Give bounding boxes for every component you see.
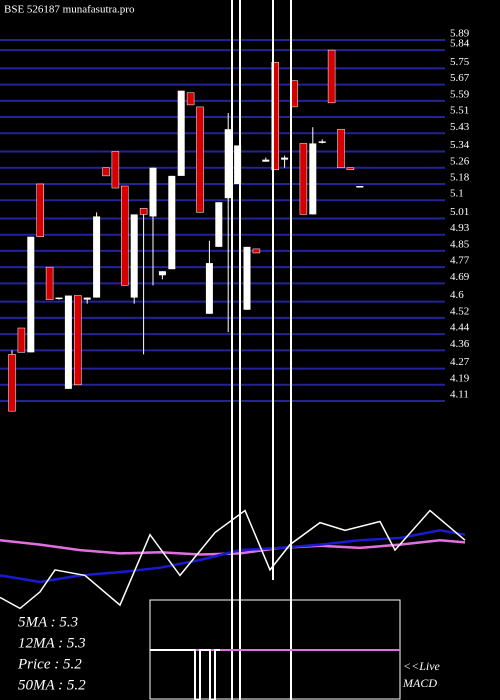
candle-body <box>337 128 345 169</box>
y-tick-label: 5.18 <box>450 172 470 184</box>
indicator-line <box>0 509 466 610</box>
candle-body <box>262 159 270 162</box>
y-tick-label: 4.44 <box>450 322 470 334</box>
candle-body <box>149 167 157 217</box>
candle-body <box>83 297 91 300</box>
candle-body <box>243 246 251 310</box>
y-tick-label: 5.01 <box>450 206 469 218</box>
legend-text: 12MA : 5.3 <box>18 635 86 651</box>
candle-body <box>36 183 44 237</box>
y-tick-label: 5.67 <box>450 72 470 84</box>
candle-body <box>64 295 72 389</box>
candle-body <box>55 297 63 300</box>
legend-text: 50MA : 5.2 <box>18 677 86 693</box>
y-tick-label: 5.34 <box>450 139 470 151</box>
y-tick-label: 5.89 <box>450 28 470 40</box>
y-tick-label: 4.69 <box>450 271 470 283</box>
header: BSE 526187 munafasutra.pro <box>4 4 135 16</box>
candle-body <box>271 62 279 171</box>
candle-body <box>327 49 336 104</box>
candle-body <box>168 175 176 270</box>
candle-body <box>17 327 26 353</box>
candle-body <box>281 157 289 160</box>
candle-body <box>74 295 82 386</box>
candle-body <box>102 167 110 177</box>
candle-body <box>27 236 35 353</box>
candle-body <box>130 214 138 298</box>
live-label: <<Live <box>403 659 441 673</box>
y-tick-label: 4.36 <box>450 338 470 350</box>
candle-body <box>196 106 204 213</box>
candle-body <box>252 248 261 254</box>
y-tick-label: 5.51 <box>450 105 469 117</box>
macd-label: MACD <box>402 676 437 690</box>
candle-body <box>299 143 308 215</box>
y-tick-label: 4.85 <box>450 238 470 250</box>
y-tick-label: 4.19 <box>450 372 470 384</box>
candle-body <box>346 167 355 171</box>
candle-body <box>8 354 16 412</box>
y-tick-label: 4.27 <box>450 356 470 368</box>
candle-body <box>158 271 166 276</box>
candle-body <box>215 202 223 247</box>
candle-body <box>177 90 185 176</box>
candle-body <box>111 151 120 189</box>
candle-body <box>309 143 317 215</box>
candle-body <box>121 185 129 286</box>
y-tick-label: 4.6 <box>450 289 464 301</box>
candle-body <box>224 129 232 199</box>
y-tick-label: 5.26 <box>450 155 470 167</box>
y-tick-label: 4.77 <box>450 255 470 267</box>
macd-line <box>150 649 220 700</box>
candle-body <box>93 216 101 298</box>
y-tick-label: 5.1 <box>450 188 464 200</box>
candle-body <box>139 208 148 215</box>
candle-body <box>318 141 326 143</box>
candle-body <box>205 263 213 314</box>
y-tick-label: 4.93 <box>450 222 470 234</box>
y-tick-label: 5.75 <box>450 56 470 68</box>
candle-body <box>186 92 195 106</box>
y-tick-label: 4.52 <box>450 305 469 317</box>
legend-text: Price : 5.2 <box>17 656 82 672</box>
y-tick-label: 5.43 <box>450 121 470 133</box>
y-tick-label: 5.84 <box>450 38 470 50</box>
y-tick-label: 5.59 <box>450 88 470 100</box>
candle-body <box>45 266 54 300</box>
candle-body <box>234 145 242 184</box>
y-tick-label: 4.11 <box>450 389 469 401</box>
legend-text: 5MA : 5.3 <box>18 614 78 630</box>
candle-body <box>356 186 364 188</box>
